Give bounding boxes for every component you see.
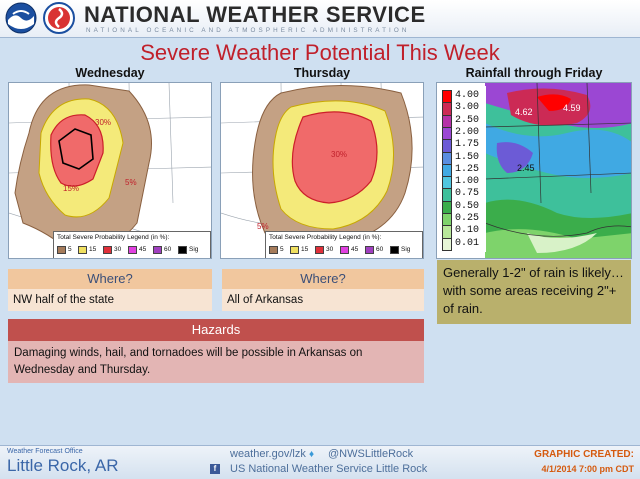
noaa-logo-icon: [5, 2, 37, 34]
rain-scale-label: 2.00: [455, 126, 480, 138]
thursday-legend: Total Severe Probability Legend (in %): …: [265, 231, 423, 258]
rain-scale-label: 0.75: [455, 188, 480, 200]
thursday-where-heading: Where?: [222, 269, 424, 289]
legend-swatch-60: [365, 246, 374, 254]
thu-30pct-area: [291, 111, 378, 204]
legend-swatch-sig: [178, 246, 187, 254]
rain-scale-label: 1.25: [455, 163, 480, 175]
legend-label-5: 5: [280, 246, 284, 253]
rain-max3-label: 2.45: [517, 163, 535, 173]
rain-max2-label: 4.59: [563, 103, 581, 113]
header-bar: [0, 0, 640, 38]
rain-scale-label: 1.50: [455, 151, 480, 163]
wed-30pct-area: [50, 114, 104, 187]
page-title: Severe Weather Potential This Week: [140, 40, 500, 65]
rain-scale-label: 2.50: [455, 114, 480, 126]
legend-title: Total Severe Probability Legend (in %):: [269, 234, 382, 241]
hazards-heading: Hazards: [8, 319, 424, 341]
rain-scale-swatch: [442, 237, 452, 252]
thursday-title: Thursday: [293, 66, 351, 80]
thu-30-label: 30%: [331, 150, 347, 159]
rainfall-note: Generally 1-2" of rain is likely…with so…: [437, 260, 631, 324]
legend-label-45: 45: [139, 246, 147, 253]
wednesday-legend: Total Severe Probability Legend (in %): …: [53, 231, 211, 258]
rain-scale-label: 0.10: [455, 225, 480, 237]
legend-swatch-45: [128, 246, 137, 254]
thursday-where-text: All of Arkansas: [222, 289, 424, 311]
rainfall-map: 4.62 4.59 2.45 4.00 3.00 2.50 2.00 1.75 1.50 1…: [436, 82, 632, 259]
wed-5-label: 5%: [125, 178, 137, 187]
legend-label-60: 60: [164, 246, 172, 253]
graphic-created-label: GRAPHIC CREATED:: [534, 449, 634, 460]
rain-max1-label: 4.62: [515, 107, 533, 117]
legend-swatch-45: [340, 246, 349, 254]
legend-swatch-15: [290, 246, 299, 254]
rain-scale-label: 0.50: [455, 200, 480, 212]
website-link[interactable]: weather.gov/lzk: [230, 448, 306, 460]
legend-label-5: 5: [68, 246, 72, 253]
rain-scale-label: 1.00: [455, 176, 480, 188]
rain-scale-label: 4.00: [455, 90, 480, 101]
rainfall-title: Rainfall through Friday: [465, 66, 603, 80]
nws-logo-icon: [43, 2, 75, 34]
twitter-icon: ♦: [309, 449, 315, 460]
legend-label-30: 30: [326, 246, 334, 253]
legend-title: Total Severe Probability Legend (in %):: [57, 234, 170, 241]
wed-15-label: 15%: [63, 184, 79, 193]
wednesday-outlook-map: 30% 15% 5% Total Severe Probability Lege…: [8, 82, 212, 259]
wed-sig-area: [58, 128, 94, 170]
footer-bar: [0, 445, 640, 479]
rain-scale-label: 3.00: [455, 102, 480, 114]
thursday-outlook-map: 30% 5% Total Severe Probability Legend (…: [220, 82, 424, 259]
graphic-created-date: 4/1/2014 7:00 pm CDT: [541, 464, 634, 474]
legend-label-sig: Sig: [189, 246, 199, 253]
legend-swatch-5: [269, 246, 278, 254]
legend-label-45: 45: [351, 246, 359, 253]
legend-swatch-5: [57, 246, 66, 254]
legend-swatch-60: [153, 246, 162, 254]
facebook-page[interactable]: US National Weather Service Little Rock: [230, 463, 428, 475]
hazards-text: Damaging winds, hail, and tornadoes will…: [8, 341, 424, 383]
rainfall-map-graphic: 4.62 4.59 2.45: [484, 83, 631, 258]
office-label: Weather Forecast Office: [7, 448, 83, 455]
legend-label-sig: Sig: [401, 246, 411, 253]
facebook-icon: f: [210, 464, 220, 474]
rain-scale-label: 0.25: [455, 213, 480, 224]
legend-swatch-30: [103, 246, 112, 254]
legend-label-30: 30: [114, 246, 122, 253]
legend-label-60: 60: [376, 246, 384, 253]
rainfall-scale: 4.00 3.00 2.50 2.00 1.75 1.50 1.25 1.00 0.75 0.50…: [440, 86, 486, 252]
legend-swatch-30: [315, 246, 324, 254]
wed-30-label: 30%: [95, 118, 111, 127]
wednesday-map-graphic: 30% 15% 5%: [9, 83, 211, 258]
office-city: Little Rock, AR: [7, 456, 119, 475]
wednesday-title: Wednesday: [75, 66, 145, 80]
legend-swatch-sig: [390, 246, 399, 254]
thu-5-label: 5%: [257, 222, 269, 231]
thursday-map-graphic: 30% 5%: [221, 83, 423, 258]
wednesday-where-text: NW half of the state: [8, 289, 212, 311]
twitter-handle[interactable]: @NWSLittleRock: [328, 448, 414, 460]
agency-subtitle: NATIONAL OCEANIC AND ATMOSPHERIC ADMINIS…: [86, 27, 410, 34]
legend-label-15: 15: [301, 246, 309, 253]
legend-swatch-15: [78, 246, 87, 254]
rain-scale-label: 1.75: [455, 139, 480, 151]
wednesday-where-heading: Where?: [8, 269, 212, 289]
rain-scale-label: 0.01: [455, 237, 480, 249]
legend-label-15: 15: [89, 246, 97, 253]
agency-name: NATIONAL WEATHER SERVICE: [84, 2, 426, 27]
